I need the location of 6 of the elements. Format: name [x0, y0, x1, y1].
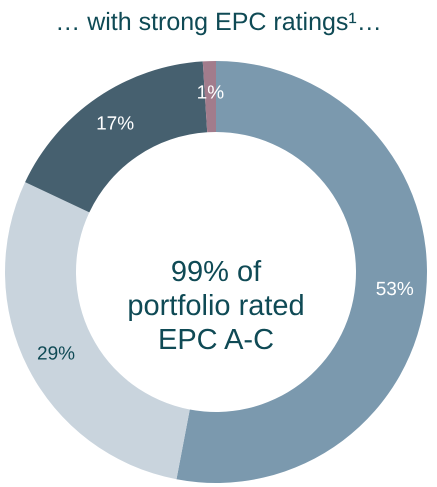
chart-title: … with strong EPC ratings¹…	[55, 8, 382, 36]
data-label: 53%	[376, 278, 414, 300]
data-label: 17%	[96, 114, 134, 135]
data-label: 1%	[196, 82, 224, 104]
data-label: 29%	[37, 343, 76, 364]
text: 99% of portfolio rated EPC A-C	[127, 256, 305, 356]
